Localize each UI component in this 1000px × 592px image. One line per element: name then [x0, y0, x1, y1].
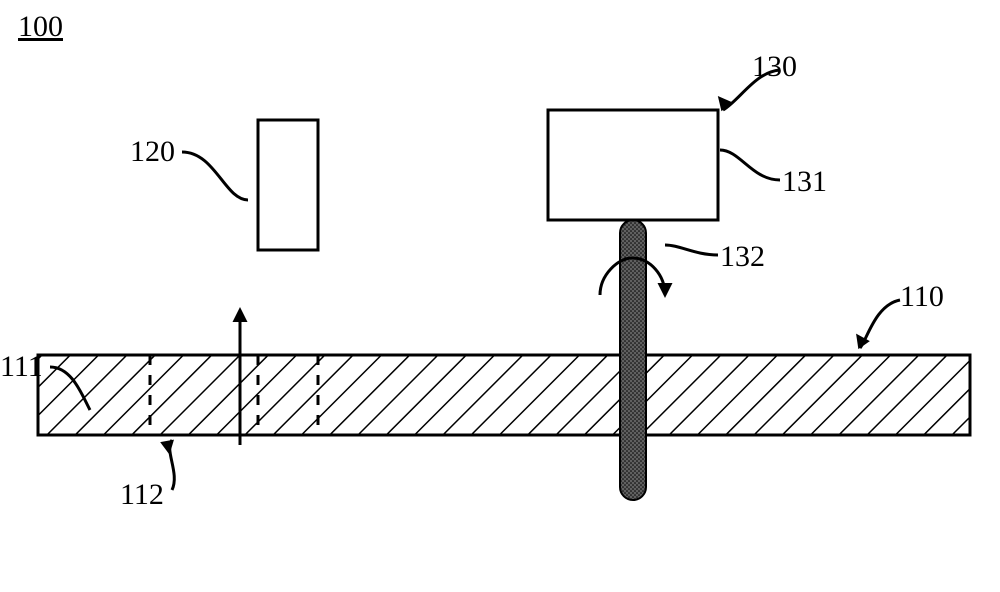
motor-box [548, 110, 718, 220]
callout-shaft [665, 245, 718, 255]
callout-block_left [182, 152, 248, 200]
label-motor_box: 131 [782, 165, 827, 199]
label-bar: 110 [900, 280, 944, 314]
label-assembly_right: 130 [752, 50, 797, 84]
label-shaft: 132 [720, 240, 765, 274]
left-block [258, 120, 318, 250]
shaft [620, 220, 646, 500]
callout-arrowhead-assembly_right [712, 92, 732, 112]
label-bar_end: 111 [0, 350, 43, 384]
label-block_left: 120 [130, 135, 175, 169]
callout-motor_box [720, 150, 780, 180]
callout-arrowhead-dashed_segment [160, 440, 176, 456]
workpiece-bar [38, 355, 970, 435]
label-title: 100 [18, 10, 63, 44]
label-dashed_segment: 112 [120, 478, 164, 512]
